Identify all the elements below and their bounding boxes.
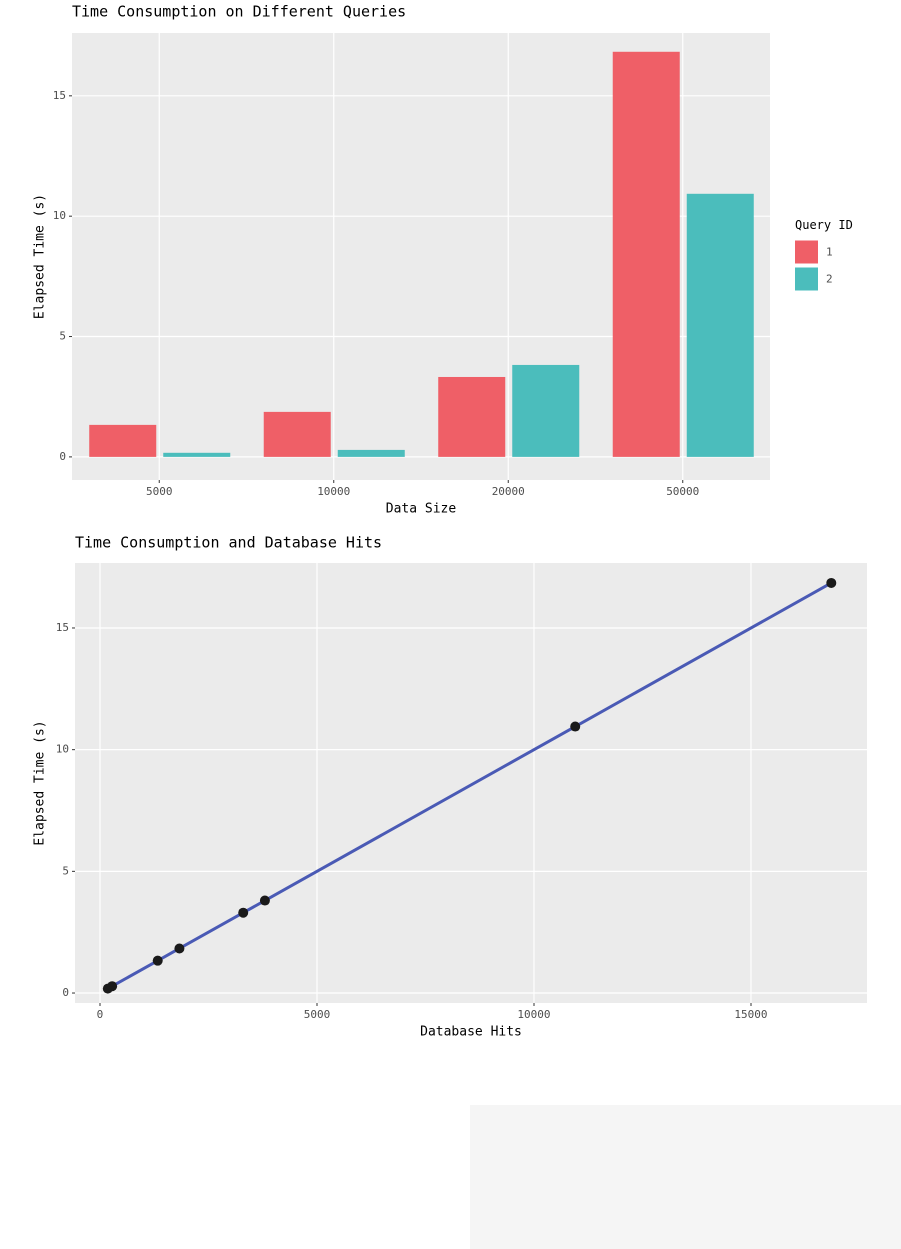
point (238, 907, 249, 918)
y-tick-label: 0 (59, 450, 66, 463)
trend-line (107, 581, 833, 990)
x-tick-label: 5000 (146, 485, 173, 498)
point (570, 721, 581, 732)
point (174, 943, 185, 954)
x-tick-label: 20000 (492, 485, 525, 498)
legend-key (795, 240, 818, 264)
legend-label: 1 (826, 246, 833, 259)
x-axis-label: Data Size (386, 502, 457, 517)
point (259, 895, 270, 906)
y-tick-label: 5 (62, 864, 69, 877)
legend-key (795, 267, 818, 291)
point (826, 577, 837, 588)
y-tick-label: 0 (62, 986, 69, 999)
x-tick-label: 0 (97, 1008, 104, 1021)
x-tick-label: 5000 (304, 1008, 331, 1021)
y-tick-label: 15 (56, 621, 69, 634)
x-tick-label: 10000 (317, 485, 350, 498)
bar (686, 193, 754, 457)
point (107, 981, 118, 992)
footer-box (470, 1105, 901, 1249)
bar (163, 452, 231, 457)
x-tick-label: 50000 (666, 485, 699, 498)
y-tick-label: 15 (53, 89, 66, 102)
chart-title: Time Consumption and Database Hits (75, 534, 382, 552)
point (152, 955, 163, 966)
bar (337, 449, 405, 457)
legend-label: 2 (826, 273, 833, 286)
bar (612, 51, 680, 457)
y-tick-label: 10 (53, 209, 66, 222)
legend-title: Query ID (795, 218, 853, 232)
bar (89, 424, 157, 457)
x-tick-label: 10000 (517, 1008, 550, 1021)
chart-title: Time Consumption on Different Queries (72, 3, 406, 21)
bar (263, 411, 331, 457)
y-tick-label: 5 (59, 330, 66, 343)
bar (512, 364, 580, 457)
y-axis-label: Elapsed Time (s) (33, 194, 48, 319)
y-axis-label: Elapsed Time (s) (33, 720, 48, 845)
y-tick-label: 10 (56, 743, 69, 756)
x-axis-label: Database Hits (420, 1025, 522, 1040)
bar (438, 376, 506, 457)
x-tick-label: 15000 (734, 1008, 767, 1021)
